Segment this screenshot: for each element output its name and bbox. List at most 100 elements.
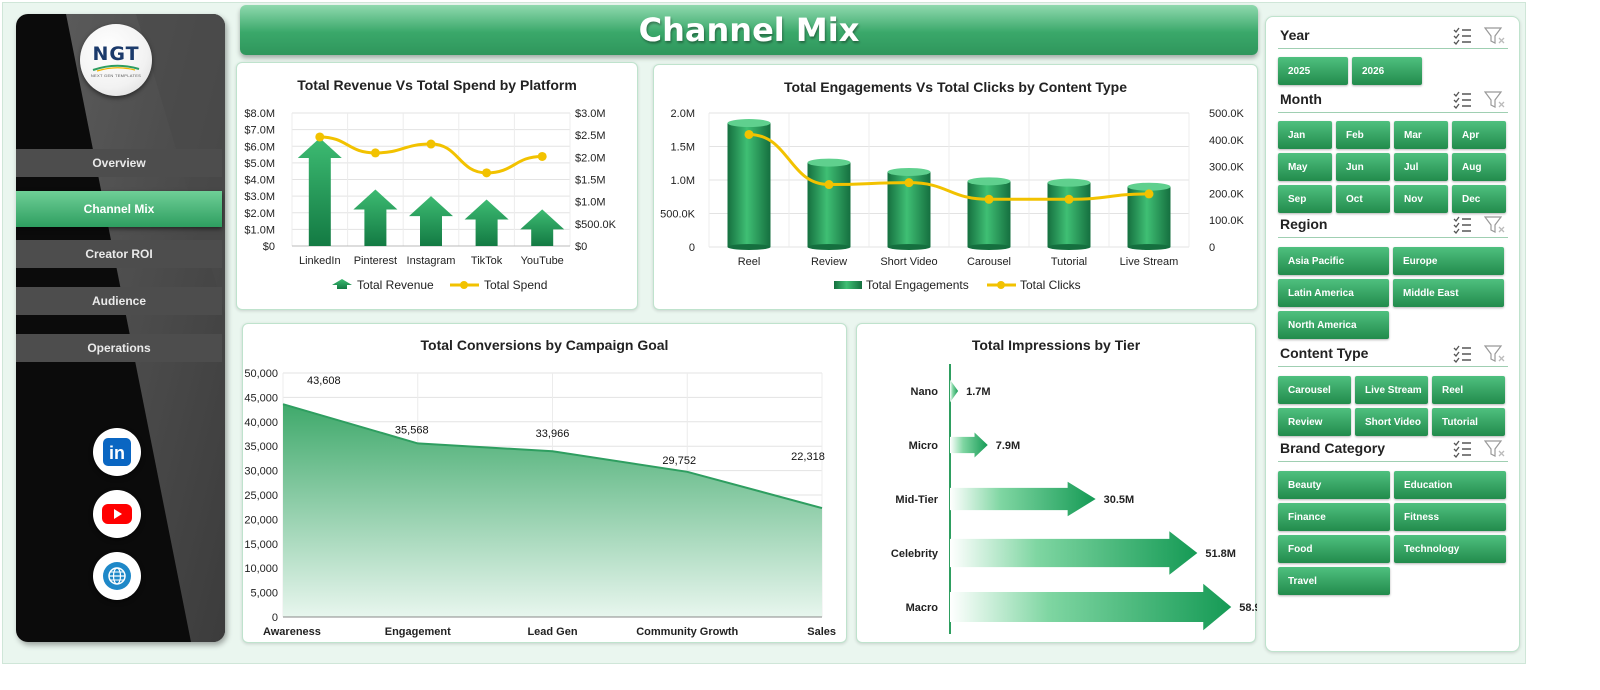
data-label: 7.9M: [996, 440, 1020, 452]
sidebar: NGT NEXT GEN TEMPLATES Overview Channel …: [16, 14, 225, 642]
multi-select-icon[interactable]: [1452, 439, 1472, 459]
clear-filter-icon[interactable]: [1484, 26, 1506, 46]
globe-icon: [103, 562, 131, 590]
category-label: Short Video: [880, 256, 937, 268]
revenue-arrow-bar: [297, 137, 342, 246]
multi-select-icon[interactable]: [1452, 90, 1472, 110]
nav-audience[interactable]: Audience: [16, 287, 222, 315]
year-option-2025[interactable]: 2025: [1278, 57, 1348, 85]
month-option-dec[interactable]: Dec: [1452, 185, 1506, 213]
brand-category-option-education[interactable]: Education: [1394, 471, 1506, 499]
clear-filter-icon[interactable]: [1484, 344, 1506, 364]
content-type-option-reel[interactable]: Reel: [1432, 376, 1505, 404]
month-option-apr[interactable]: Apr: [1452, 121, 1506, 149]
year-option-2026[interactable]: 2026: [1352, 57, 1422, 85]
content-type-option-short-video[interactable]: Short Video: [1355, 408, 1428, 436]
spend-point: [426, 139, 436, 149]
conversions-line: [282, 403, 823, 510]
right-axis-tick: $500.0K: [575, 219, 617, 231]
cylinder-top: [1047, 178, 1091, 187]
cylinder-base: [967, 244, 1011, 250]
month-option-jul[interactable]: Jul: [1394, 153, 1448, 181]
cylinder-top: [807, 158, 851, 167]
month-option-oct[interactable]: Oct: [1336, 185, 1390, 213]
month-option-may[interactable]: May: [1278, 153, 1332, 181]
logo-subtext: NEXT GEN TEMPLATES: [90, 72, 142, 78]
category-label: Mid-Tier: [895, 494, 938, 506]
month-option-mar[interactable]: Mar: [1394, 121, 1448, 149]
data-label: 51.8M: [1205, 548, 1236, 560]
content-type-option-review[interactable]: Review: [1278, 408, 1351, 436]
brand-category-option-travel[interactable]: Travel: [1278, 567, 1390, 595]
left-axis-tick: $2.0M: [244, 208, 275, 220]
right-axis-tick: $0: [575, 241, 587, 253]
brand-category-option-food[interactable]: Food: [1278, 535, 1390, 563]
content-type-option-tutorial[interactable]: Tutorial: [1432, 408, 1505, 436]
clear-filter-icon[interactable]: [1484, 215, 1506, 235]
revenue-spend-card: Total Revenue Vs Total Spend by Platform…: [236, 62, 638, 310]
month-option-jan[interactable]: Jan: [1278, 121, 1332, 149]
cylinder-top: [1127, 182, 1171, 191]
multi-select-icon[interactable]: [1452, 344, 1472, 364]
brand-category-option-beauty[interactable]: Beauty: [1278, 471, 1390, 499]
multi-select-icon[interactable]: [1452, 26, 1472, 46]
clicks-point: [984, 194, 994, 204]
brand-logo: NGT NEXT GEN TEMPLATES: [80, 24, 152, 96]
brand-category-option-finance[interactable]: Finance: [1278, 503, 1390, 531]
dashboard-frame: NGT NEXT GEN TEMPLATES Overview Channel …: [2, 2, 1526, 664]
right-axis-tick: 200.0K: [1209, 188, 1245, 200]
left-axis-tick: 2.0M: [671, 108, 695, 120]
nav-overview[interactable]: Overview: [16, 149, 222, 177]
impressions-arrow-bar: [950, 379, 959, 403]
left-axis-tick: $4.0M: [244, 175, 275, 187]
month-slicer-title: Month: [1280, 91, 1322, 107]
nav-operations[interactable]: Operations: [16, 334, 222, 362]
website-button[interactable]: [93, 552, 141, 600]
legend-spend-label: Total Spend: [484, 278, 547, 292]
spend-point: [370, 148, 380, 158]
data-label: 33,966: [536, 428, 570, 440]
region-option-latin-america[interactable]: Latin America: [1278, 279, 1389, 307]
category-label: Celebrity: [891, 548, 939, 560]
multi-select-icon[interactable]: [1452, 215, 1472, 235]
content-type-option-carousel[interactable]: Carousel: [1278, 376, 1351, 404]
y-axis-tick: 20,000: [244, 514, 278, 526]
month-option-jun[interactable]: Jun: [1336, 153, 1390, 181]
clear-filter-icon[interactable]: [1484, 90, 1506, 110]
y-axis-tick: 5,000: [250, 588, 278, 600]
category-label: TikTok: [471, 255, 503, 267]
linkedin-button[interactable]: in: [93, 428, 141, 476]
revenue-arrow-bar: [353, 189, 398, 246]
region-option-asia-pacific[interactable]: Asia Pacific: [1278, 247, 1389, 275]
data-label: 30.5M: [1104, 494, 1135, 506]
brand-category-option-technology[interactable]: Technology: [1394, 535, 1506, 563]
region-option-europe[interactable]: Europe: [1393, 247, 1504, 275]
left-axis-tick: $1.0M: [244, 224, 275, 236]
region-option-middle-east[interactable]: Middle East: [1393, 279, 1504, 307]
month-option-nov[interactable]: Nov: [1394, 185, 1448, 213]
data-label: 43,608: [307, 375, 341, 387]
left-axis-tick: 500.0K: [660, 209, 696, 221]
y-axis-tick: 40,000: [244, 417, 278, 429]
youtube-button[interactable]: [93, 490, 141, 538]
engagement-cylinder: [807, 162, 851, 247]
revenue-arrow-bar: [464, 199, 509, 246]
brand-category-option-fitness[interactable]: Fitness: [1394, 503, 1506, 531]
region-option-north-america[interactable]: North America: [1278, 311, 1389, 339]
cylinder-base: [1047, 244, 1091, 250]
cylinder-base: [727, 244, 771, 250]
spend-point: [537, 151, 547, 161]
category-label: Live Stream: [1120, 256, 1179, 268]
clear-filter-icon[interactable]: [1484, 439, 1506, 459]
clicks-point: [904, 178, 914, 188]
legend-engagements-swatch: [834, 281, 862, 289]
content-type-option-live-stream[interactable]: Live Stream: [1355, 376, 1428, 404]
month-option-sep[interactable]: Sep: [1278, 185, 1332, 213]
y-axis-tick: 35,000: [244, 441, 278, 453]
nav-channel-mix[interactable]: Channel Mix: [16, 191, 222, 227]
legend-clicks-label: Total Clicks: [1020, 278, 1081, 292]
month-option-feb[interactable]: Feb: [1336, 121, 1390, 149]
nav-creator-roi[interactable]: Creator ROI: [16, 240, 222, 268]
month-option-aug[interactable]: Aug: [1452, 153, 1506, 181]
left-axis-tick: 0: [689, 242, 695, 254]
